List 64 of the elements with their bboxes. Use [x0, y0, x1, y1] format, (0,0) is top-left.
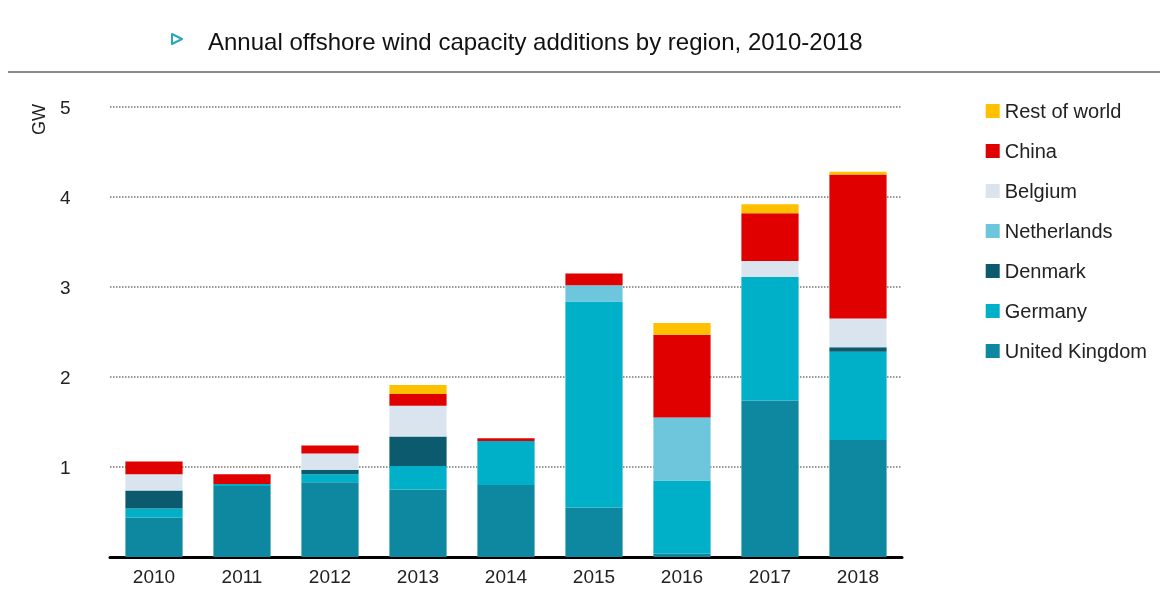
bar [653, 480, 711, 554]
bar [301, 469, 359, 475]
bar [653, 323, 711, 335]
bar [389, 436, 447, 467]
legend-label: Germany [1004, 300, 1087, 322]
bar [213, 474, 271, 485]
bar [741, 260, 799, 278]
x-tick-label: 2012 [308, 566, 352, 587]
bar [741, 277, 799, 401]
bar [653, 334, 711, 418]
bar [301, 482, 359, 557]
x-tick-label: 2017 [748, 566, 792, 587]
bar [477, 438, 535, 441]
bar [389, 394, 447, 406]
legend-label: Belgium [1004, 180, 1077, 202]
bar [389, 489, 447, 557]
legend-label: Netherlands [1004, 220, 1113, 242]
bar [125, 461, 183, 475]
bar [389, 405, 447, 437]
bar [301, 474, 359, 483]
y-tick-label: 1 [60, 456, 71, 478]
bar [829, 351, 887, 440]
bar [741, 213, 799, 261]
x-tick-label: 2018 [836, 566, 880, 587]
legend-label: Denmark [1004, 260, 1087, 282]
x-tick-label: 2013 [396, 566, 440, 587]
x-tick-label: 2014 [484, 566, 528, 587]
bar [741, 400, 799, 557]
bar [301, 445, 359, 454]
bar [389, 385, 447, 395]
y-axis-title: GW [29, 103, 49, 135]
bar [565, 285, 623, 302]
legend-label: Rest of world [1004, 100, 1122, 122]
bar [829, 171, 887, 175]
bar [653, 553, 711, 557]
bar [829, 347, 887, 352]
bar [741, 204, 799, 214]
y-tick-label: 5 [60, 96, 71, 118]
bar [389, 466, 447, 490]
bar [565, 507, 623, 557]
bar [213, 485, 271, 557]
x-tick-label: 2010 [132, 566, 176, 587]
bar [125, 474, 183, 491]
bar [829, 440, 887, 557]
bar [125, 490, 183, 509]
bar [301, 453, 359, 470]
y-tick-label: 2 [60, 366, 71, 388]
x-tick-label: 2016 [660, 566, 704, 587]
x-tick-label: 2015 [572, 566, 616, 587]
bar [477, 440, 535, 485]
bar [829, 318, 887, 348]
chart-title: Annual offshore wind capacity additions by region, 2010-2018 [208, 27, 863, 55]
bar [125, 517, 183, 557]
x-tick-label: 2011 [221, 566, 263, 587]
legend-label: United Kingdom [1004, 340, 1148, 362]
bar [565, 301, 623, 508]
bar [565, 273, 623, 286]
y-tick-label: 4 [60, 186, 71, 208]
bar [125, 508, 183, 518]
y-tick-label: 3 [60, 276, 71, 298]
bar [477, 485, 535, 557]
legend-label: China [1004, 140, 1058, 162]
bar [829, 174, 887, 319]
bar [653, 417, 711, 481]
